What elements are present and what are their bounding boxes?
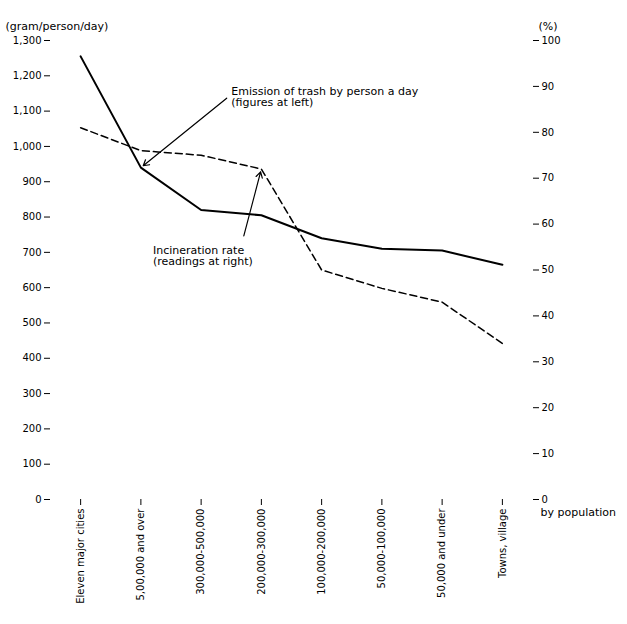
svg-text:5,00,000 and over: 5,00,000 and over — [135, 508, 146, 601]
svg-text:Incineration rate(readings at: Incineration rate(readings at right) — [153, 244, 253, 268]
svg-text:30: 30 — [542, 356, 555, 367]
svg-text:50: 50 — [542, 264, 555, 275]
svg-text:1,200: 1,200 — [13, 70, 42, 81]
svg-text:1,300: 1,300 — [13, 35, 42, 46]
svg-text:500: 500 — [22, 317, 41, 328]
svg-text:100: 100 — [542, 35, 561, 46]
svg-text:90: 90 — [542, 81, 555, 92]
svg-text:Emission of trash by person a: Emission of trash by person a day(figure… — [231, 85, 418, 109]
svg-text:50,000-100,000: 50,000-100,000 — [376, 509, 387, 589]
svg-text:600: 600 — [22, 282, 41, 293]
svg-text:60: 60 — [542, 218, 555, 229]
svg-text:(gram/person/day): (gram/person/day) — [6, 20, 109, 33]
svg-text:0: 0 — [35, 494, 41, 505]
svg-text:400: 400 — [22, 352, 41, 363]
svg-text:900: 900 — [22, 176, 41, 187]
svg-text:20: 20 — [542, 402, 555, 413]
svg-text:Eleven major cities: Eleven major cities — [75, 509, 86, 604]
svg-text:800: 800 — [22, 211, 41, 222]
svg-text:Towns, village: Towns, village — [497, 509, 508, 580]
svg-text:100,000-200,000: 100,000-200,000 — [316, 509, 327, 595]
svg-text:by population: by population — [541, 506, 617, 519]
svg-text:200,000-300,000: 200,000-300,000 — [256, 509, 267, 595]
svg-text:70: 70 — [542, 172, 555, 183]
svg-text:100: 100 — [22, 458, 41, 469]
svg-text:1,000: 1,000 — [13, 141, 42, 152]
svg-text:(%): (%) — [539, 20, 558, 33]
svg-text:50,000 and under: 50,000 and under — [436, 508, 447, 598]
svg-text:40: 40 — [542, 310, 555, 321]
svg-text:1,100: 1,100 — [13, 105, 42, 116]
svg-text:300: 300 — [22, 388, 41, 399]
svg-text:0: 0 — [542, 494, 548, 505]
svg-text:80: 80 — [542, 127, 555, 138]
svg-text:10: 10 — [542, 448, 555, 459]
svg-text:300,000-500,000: 300,000-500,000 — [195, 509, 206, 595]
svg-text:700: 700 — [22, 247, 41, 258]
svg-text:200: 200 — [22, 423, 41, 434]
